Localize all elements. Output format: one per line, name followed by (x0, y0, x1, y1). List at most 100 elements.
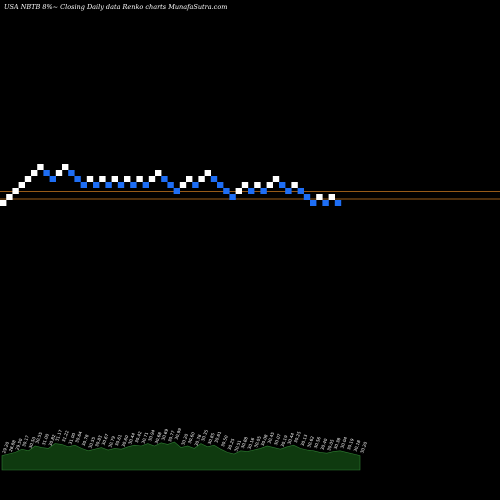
volume-label: 30.79 (107, 435, 116, 448)
volume-label: 30.50 (220, 434, 229, 447)
renko-brick (12, 188, 19, 194)
volume-label: 30.68 (154, 431, 163, 444)
renko-brick (6, 194, 13, 200)
renko-brick (223, 188, 230, 194)
volume-label: 30.67 (101, 433, 110, 446)
volume-label: 30.56 (313, 436, 322, 449)
volume-label: 31.00 (68, 432, 77, 445)
renko-brick (272, 176, 280, 182)
volume-label: 30.18 (353, 439, 362, 452)
renko-brick (266, 182, 273, 188)
renko-brick (241, 182, 249, 188)
renko-brick (173, 188, 180, 194)
renko-brick (62, 164, 69, 170)
renko-brick (136, 176, 143, 182)
renko-brick (186, 176, 193, 182)
renko-bricks (0, 164, 342, 206)
volume-label: 30.88 (240, 436, 249, 449)
renko-brick (161, 176, 168, 182)
renko-brick (322, 200, 329, 206)
volume-label: 30.38 (333, 437, 342, 450)
renko-brick (285, 188, 292, 194)
renko-brick (192, 182, 199, 188)
renko-brick (297, 188, 304, 194)
volume-label: 30.05 (326, 438, 335, 451)
volume-label: 30.19 (346, 437, 355, 450)
renko-brick (93, 182, 100, 188)
renko-brick (210, 176, 218, 182)
renko-brick (148, 176, 156, 182)
renko-brick (0, 200, 7, 206)
volume-label: 30.64 (74, 430, 83, 443)
renko-brick (155, 170, 162, 176)
volume-label: 30.55 (34, 431, 43, 444)
volume-label: 30.85 (207, 432, 216, 445)
volume-label: 30.40 (319, 437, 328, 450)
renko-brick (24, 176, 32, 182)
volume-label: 30.20 (359, 441, 368, 454)
volume-label: 31.00 (41, 433, 50, 446)
chart-header: USA NBTB 8%~ Closing Daily data Renko ch… (4, 3, 227, 11)
volume-fill (1, 441, 361, 471)
volume-label: 30.25 (293, 430, 302, 443)
renko-brick (254, 182, 261, 188)
renko-brick (303, 194, 311, 200)
volume-label: 30.61 (114, 433, 123, 446)
volume-label: 30.16 (247, 437, 256, 450)
volume-label: 30.78 (81, 433, 90, 446)
volume-label: 30.05 (253, 435, 262, 448)
volume-label: 30.50 (28, 436, 37, 449)
volume-label: 30.19 (280, 434, 289, 447)
volume-label: 30.62 (306, 435, 315, 448)
renko-brick (248, 188, 255, 194)
renko-brick (130, 182, 137, 188)
renko-brick (68, 170, 75, 176)
volume-label: 31.22 (61, 429, 70, 442)
volume-label: 30.45 (266, 431, 275, 444)
volume-label: 30.44 (286, 432, 295, 445)
renko-brick (310, 200, 317, 206)
volume-label: 30.69 (160, 428, 169, 441)
renko-brick (31, 170, 38, 176)
volume-label: 30.60 (121, 434, 130, 447)
renko-brick (99, 176, 106, 182)
volume-label: 29.20 (1, 441, 10, 454)
renko-brick (74, 176, 81, 182)
volume-label: 30.17 (21, 434, 30, 447)
volume-label: 30.35 (200, 429, 209, 442)
volume-label: 30.55 (87, 436, 96, 449)
volume-label: 30.82 (48, 433, 57, 446)
renko-brick (142, 182, 149, 188)
volume-label: 30.07 (273, 433, 282, 446)
renko-brick (217, 182, 224, 188)
volume-label: 30.94 (147, 429, 156, 442)
volume-label: 31.17 (54, 429, 63, 442)
renko-brick (105, 182, 112, 188)
volume-label: 30.99 (174, 427, 183, 440)
volume-labels: 29.2028.8829.5030.1730.5030.5531.0030.82… (1, 427, 368, 454)
volume-label: 30.78 (194, 433, 203, 446)
renko-brick (229, 194, 236, 200)
renko-brick (291, 182, 298, 188)
renko-brick (18, 182, 25, 188)
renko-brick (80, 182, 87, 188)
renko-brick (334, 200, 342, 206)
volume-label: 30.61 (213, 430, 222, 443)
renko-brick (328, 194, 335, 200)
renko-brick (49, 176, 56, 182)
renko-brick (37, 164, 44, 170)
volume-label: 30.08 (260, 433, 269, 446)
renko-brick (124, 176, 131, 182)
renko-brick (316, 194, 323, 200)
renko-brick (111, 176, 118, 182)
volume-label: 30.60 (187, 431, 196, 444)
renko-brick (55, 170, 63, 176)
volume-area (1, 441, 361, 471)
volume-label: 28.88 (8, 439, 17, 452)
volume-label: 30.25 (227, 437, 236, 450)
volume-label: 30.71 (140, 431, 149, 444)
renko-brick (204, 170, 211, 176)
volume-label: 30.13 (300, 433, 309, 446)
